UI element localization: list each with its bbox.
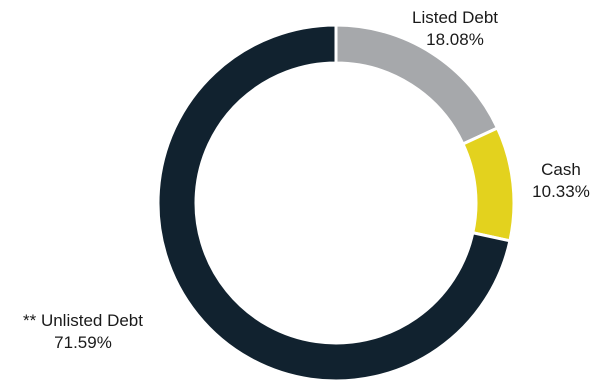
donut-slice-unlisted-debt [156,23,512,383]
slice-label-unlisted-debt-name: ** Unlisted Debt [23,311,143,330]
slice-label-unlisted-debt-value: 71.59% [54,333,112,352]
slice-label-listed-debt-name: Listed Debt [412,8,498,27]
slice-label-cash-name: Cash [541,160,581,179]
slice-label-listed-debt-value: 18.08% [426,30,484,49]
donut-slice-cash [460,126,516,243]
donut-slices [156,23,516,383]
slice-label-cash-value: 10.33% [532,182,590,201]
